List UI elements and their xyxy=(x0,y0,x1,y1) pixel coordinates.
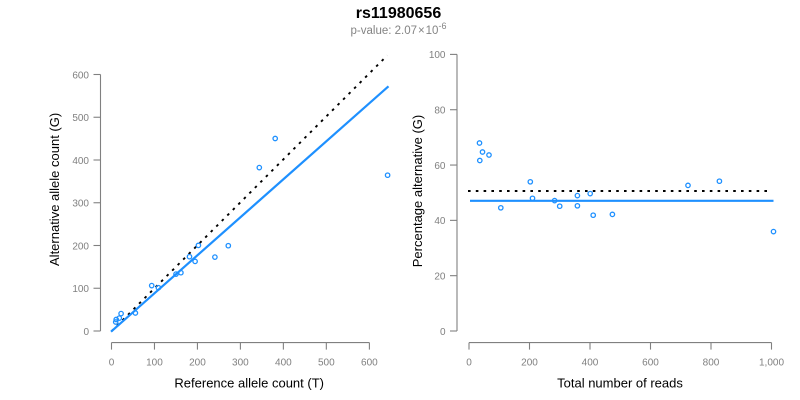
svg-text:rs11980656: rs11980656 xyxy=(356,5,442,22)
svg-text:0: 0 xyxy=(440,327,446,338)
svg-text:0: 0 xyxy=(83,327,89,338)
svg-text:300: 300 xyxy=(232,357,249,368)
svg-text:60: 60 xyxy=(434,161,446,172)
svg-text:300: 300 xyxy=(72,199,89,210)
svg-text:500: 500 xyxy=(72,113,89,124)
svg-text:100: 100 xyxy=(72,284,89,295)
svg-text:20: 20 xyxy=(434,271,446,282)
svg-text:400: 400 xyxy=(582,357,599,368)
svg-text:400: 400 xyxy=(275,357,292,368)
svg-text:200: 200 xyxy=(72,241,89,252)
svg-text:p-value: 2.07 × 10-6: p-value: 2.07 × 10-6 xyxy=(351,21,447,37)
svg-text:600: 600 xyxy=(642,357,659,368)
svg-text:80: 80 xyxy=(434,106,446,117)
svg-text:0: 0 xyxy=(109,357,115,368)
svg-text:1,000: 1,000 xyxy=(759,357,784,368)
svg-text:100: 100 xyxy=(146,357,163,368)
svg-text:600: 600 xyxy=(361,357,378,368)
svg-text:400: 400 xyxy=(72,156,89,167)
svg-text:0: 0 xyxy=(466,357,472,368)
svg-text:Reference allele count (T): Reference allele count (T) xyxy=(174,376,324,391)
svg-text:100: 100 xyxy=(429,50,446,61)
svg-text:200: 200 xyxy=(521,357,538,368)
svg-text:600: 600 xyxy=(72,70,89,81)
svg-text:500: 500 xyxy=(318,357,335,368)
svg-text:Alternative allele count (G): Alternative allele count (G) xyxy=(47,113,62,266)
svg-text:Percentage alternative (G): Percentage alternative (G) xyxy=(410,115,425,267)
svg-text:Total number of reads: Total number of reads xyxy=(557,376,683,391)
svg-text:40: 40 xyxy=(434,216,446,227)
svg-text:800: 800 xyxy=(703,357,720,368)
svg-text:200: 200 xyxy=(189,357,206,368)
